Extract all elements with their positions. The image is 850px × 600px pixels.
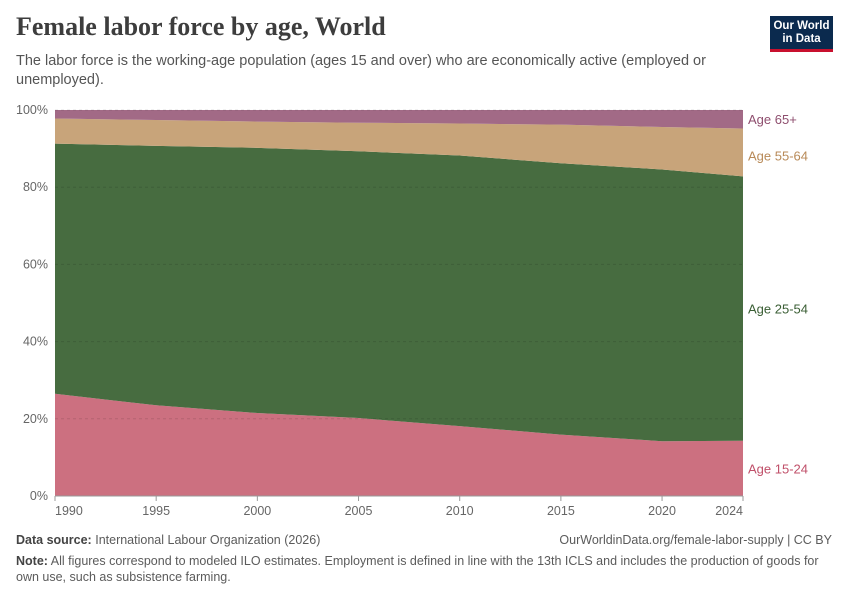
data-source: Data source: International Labour Organi… [16,533,320,547]
chart-subtitle: The labor force is the working-age popul… [16,53,706,88]
series-label: Age 65+ [748,112,797,127]
area-age-25-54 [55,143,743,442]
note: Note: All figures correspond to modeled … [16,553,831,585]
owid-logo[interactable]: Our World in Data [770,16,833,52]
y-tick-label: 80% [23,180,48,194]
x-tick-label: 2005 [345,504,373,518]
y-tick-label: 20% [23,412,48,426]
y-tick-label: 0% [30,489,48,503]
series-label: Age 55-64 [748,148,808,163]
x-tick-label: 1995 [142,504,170,518]
y-tick-label: 100% [16,103,48,117]
x-tick-label: 2000 [243,504,271,518]
x-tick-label: 1990 [55,504,83,518]
area-age-65- [55,110,743,129]
x-tick-label: 2020 [648,504,676,518]
source-url[interactable]: OurWorldinData.org/female-labor-supply |… [559,533,832,547]
y-tick-label: 60% [23,257,48,271]
note-label: Note: [16,554,48,568]
x-tick-label: 2015 [547,504,575,518]
series-label: Age 15-24 [748,461,808,476]
area-age-15-24 [55,393,743,496]
x-tick-label: 2010 [446,504,474,518]
source-text: International Labour Organization (2026) [95,533,321,547]
series-label: Age 25-54 [748,302,808,317]
chart-title: Female labor force by age, World [16,12,386,41]
x-tick-label: 2024 [715,504,743,518]
note-text: All figures correspond to modeled ILO es… [16,554,819,584]
area-age-55-64 [55,118,743,177]
source-label: Data source: [16,533,92,547]
y-tick-label: 40% [23,335,48,349]
